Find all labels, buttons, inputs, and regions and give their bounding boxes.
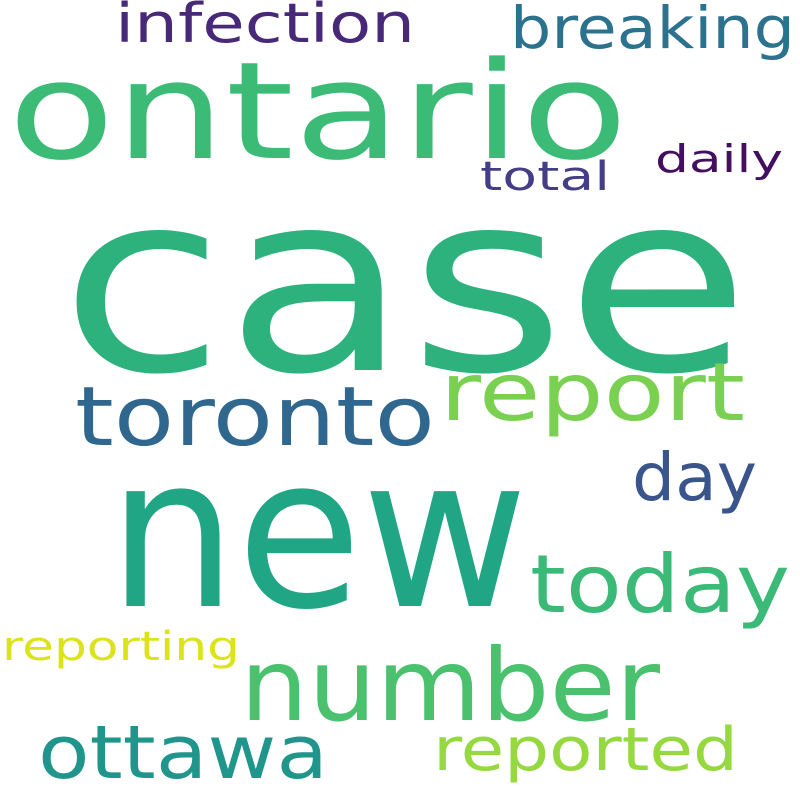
word-total: total (480, 154, 610, 200)
word-today: today (530, 538, 790, 631)
word-reporting: reporting (2, 624, 240, 670)
word-toronto: toronto (75, 370, 435, 465)
word-new: new (108, 411, 528, 656)
word-case: case (60, 138, 750, 429)
word-day: day (632, 439, 757, 516)
word-daily: daily (655, 137, 783, 181)
word-report: report (440, 346, 745, 439)
word-number: number (240, 627, 661, 744)
word-ottawa: ottawa (38, 710, 328, 796)
word-ontario: ontario (8, 33, 628, 190)
word-reported: reported (433, 715, 738, 785)
word-breaking: breaking (510, 0, 795, 62)
word-infection: infection (115, 0, 415, 55)
